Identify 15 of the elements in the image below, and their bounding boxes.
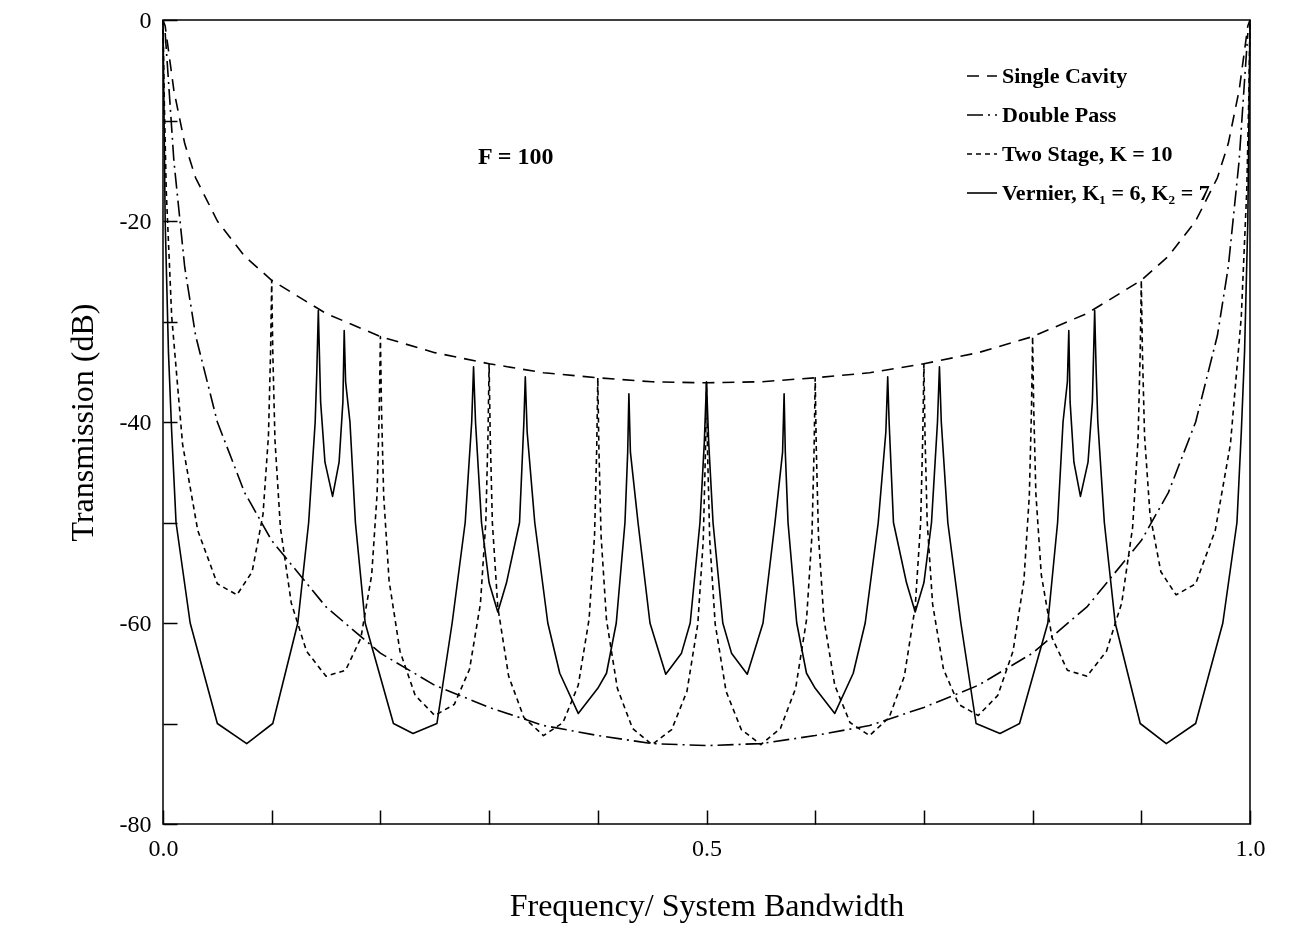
- legend-label: Single Cavity: [1002, 63, 1128, 88]
- legend-label: Two Stage, K = 10: [1002, 141, 1173, 166]
- y-axis-title: Transmission (dB): [63, 303, 100, 542]
- y-tick-label: -20: [119, 207, 152, 234]
- x-axis-title: Frequency/ System Bandwidth: [509, 886, 905, 923]
- x-tick-label: 0.0: [148, 834, 179, 861]
- y-tick-label: -80: [119, 810, 152, 837]
- legend-label: Double Pass: [1002, 102, 1117, 127]
- legend-label: Vernier, K₁ = 6, K₂ = 7: [1002, 180, 1210, 205]
- x-tick-label: 0.5: [692, 834, 722, 861]
- annotation: F = 100: [478, 143, 554, 169]
- y-tick-label: -60: [119, 609, 152, 636]
- x-tick-label: 1.0: [1235, 834, 1266, 861]
- y-tick-label: 0: [139, 6, 152, 33]
- y-tick-label: -40: [119, 408, 152, 435]
